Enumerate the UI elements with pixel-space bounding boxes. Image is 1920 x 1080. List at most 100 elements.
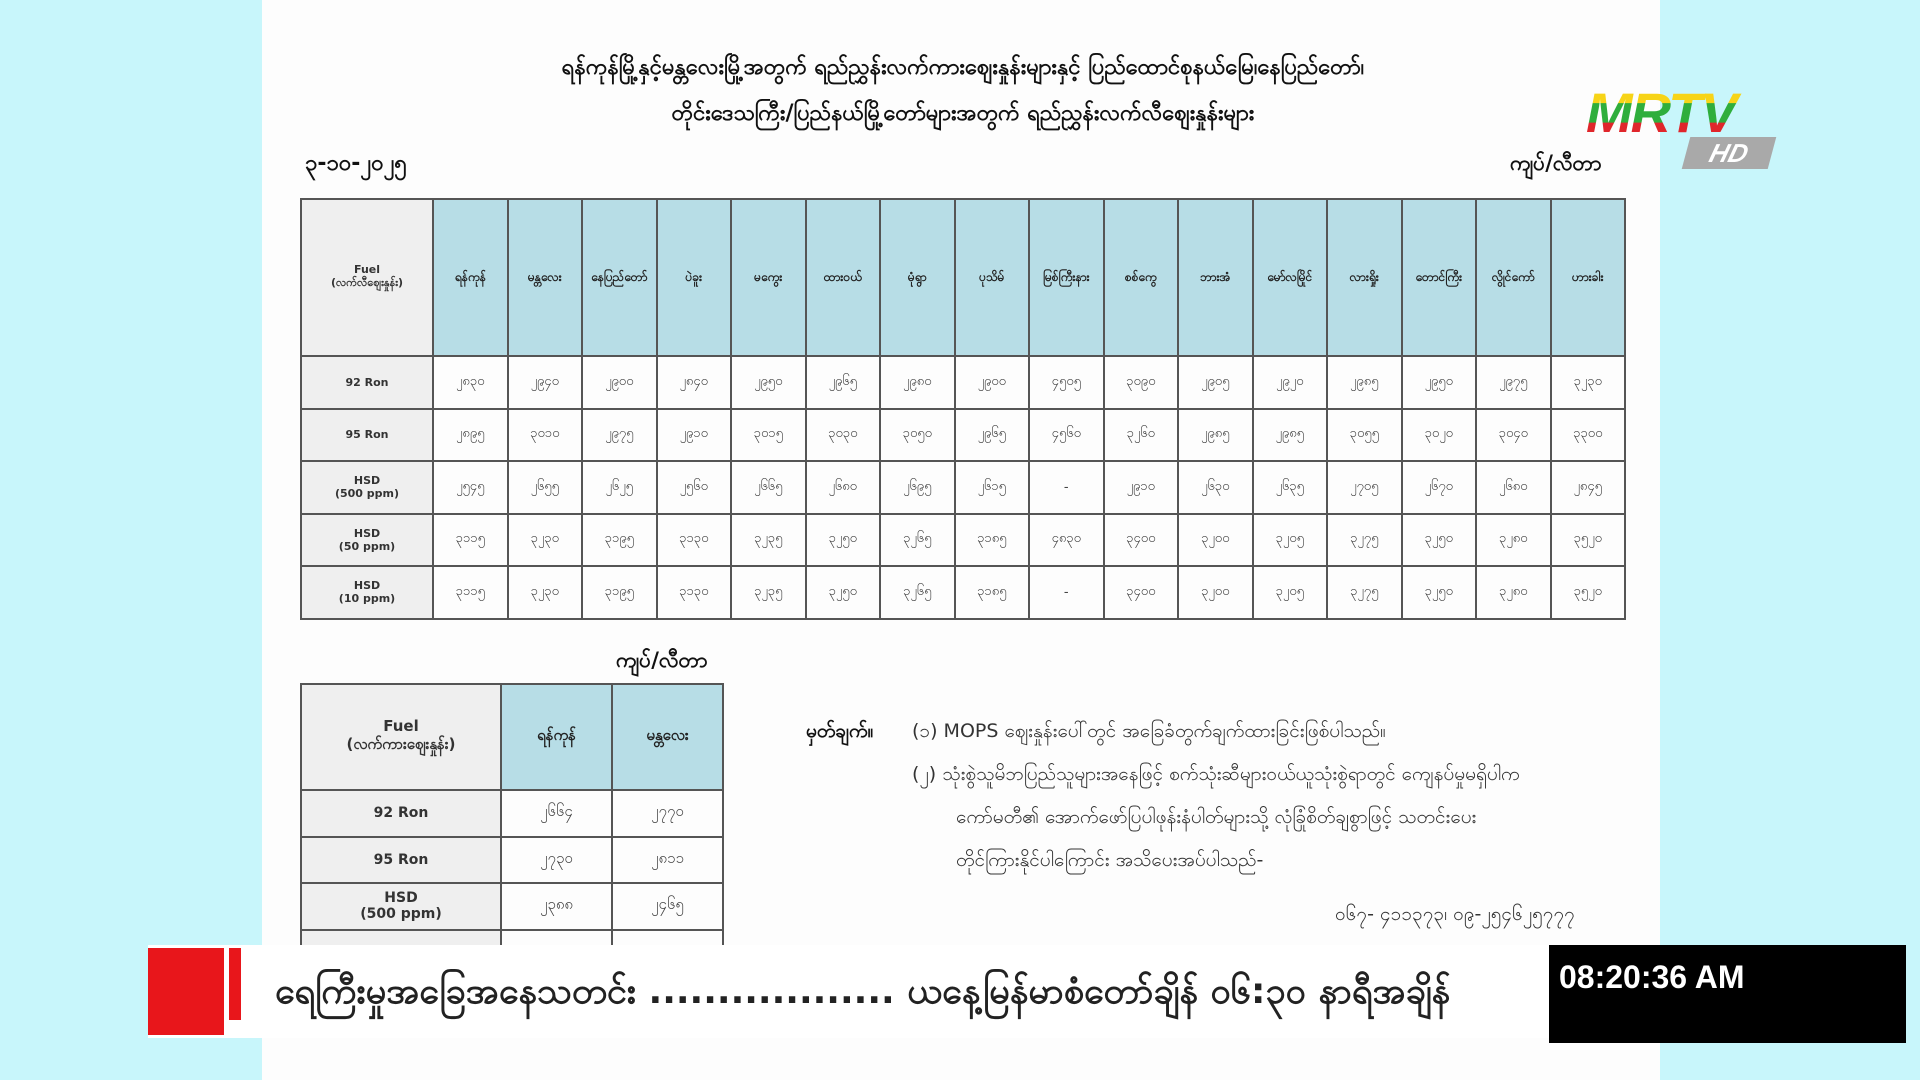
- price-cell: ၂၆၈၀: [804, 460, 881, 515]
- price-cell: ၃၂၆၅: [879, 512, 956, 567]
- ticker-text: ရေကြီးမှုအခြေအနေသတင်း ..................…: [275, 971, 1451, 1012]
- price-cell: ၂၃၈၈: [500, 882, 613, 931]
- column-header: မကွေး: [730, 198, 807, 357]
- fuel-label: HSD (50 ppm): [300, 512, 434, 567]
- price-cell: ၄၅၀၅: [1028, 355, 1105, 410]
- note-2-line-1: (၂) သုံးစွဲသူမိဘပြည်သူများအနေဖြင့် စက်သု…: [912, 763, 1520, 785]
- price-cell: ၂၉၈၅: [1251, 407, 1328, 462]
- price-cell: ၃၁၁၅: [432, 565, 509, 620]
- column-header: ပုသိမ်: [953, 198, 1030, 357]
- notes: မှတ်ချက်။ (၁) MOPS ဈေးနှုန်းပေါ်တွင် အခြေ…: [806, 710, 1626, 882]
- column-header: မုံရွာ: [879, 198, 956, 357]
- price-cell: ၃၁၈၅: [953, 512, 1030, 567]
- price-cell: ၃၀၂၀: [1400, 407, 1477, 462]
- price-cell: ၃၁၉၅: [581, 565, 658, 620]
- price-cell: ၃၂၅၀: [804, 565, 881, 620]
- price-cell: ၂၉၁၀: [655, 407, 732, 462]
- price-cell: ၂၆၃၅: [1251, 460, 1328, 515]
- price-cell: ၃၂၅၀: [1400, 565, 1477, 620]
- price-cell: ၃၂၅၀: [804, 512, 881, 567]
- price-cell: ၃၂၆၅: [879, 565, 956, 620]
- notes-label: မှတ်ချက်။: [806, 720, 874, 742]
- price-cell: ၂၉၀၅: [1177, 355, 1254, 410]
- price-cell: ၂၉၈၀: [879, 355, 956, 410]
- price-cell: ၂၉၇၅: [581, 407, 658, 462]
- wholesale-price-table: Fuel (လက်ကားဈေးနှုန်း) ရန်ကုန် မန္တလေး 92 Ro…: [300, 683, 724, 977]
- price-cell: ၂၇၃၀: [500, 835, 613, 884]
- table-row: 95 Ron ၂၇၃၀ ၂၈၁၁: [300, 835, 724, 884]
- retail-price-table: Fuel (လက်လီဈေးနှုန်း) ရန်ကုန် မန္တလေး နေပြည်…: [300, 198, 1626, 620]
- hd-badge: HD: [1681, 137, 1777, 169]
- price-cell: ၃၂၃၀: [506, 512, 583, 567]
- table-row: 92 Ron ၂၈၃၀ ၂၉၄၀ ၂၉၀၀ ၂၈၄၀ ၂၉၅၀ ၂၉၆၅ ၂၉၈၀ ၂၉၀၀ ၄၅…: [300, 355, 1626, 410]
- column-header: မန္တလေး: [506, 198, 583, 357]
- column-header: ဟားခါး: [1549, 198, 1626, 357]
- fuel-label: HSD (500 ppm): [300, 882, 502, 931]
- table-row: HSD (50 ppm) ၃၁၁၅ ၃၂၃၀ ၃၁၉၅ ၃၁၃၀ ၃၂၃၅ ၃၂၅၀ ၃၂၆၅၃…: [300, 512, 1626, 567]
- column-header: ဘားအံ: [1177, 198, 1254, 357]
- fuel-label: 95 Ron: [300, 835, 502, 884]
- price-cell: ၂၉၆၅: [953, 407, 1030, 462]
- price-cell: ၃၁၃၀: [655, 512, 732, 567]
- price-cell: ၄၈၃၀: [1028, 512, 1105, 567]
- clock-box: 08:20:36 AM: [1549, 945, 1906, 1043]
- price-cell: ၃၀၁၅: [730, 407, 807, 462]
- price-cell: ၂၉၅၀: [1400, 355, 1477, 410]
- column-header: မန္တလေး: [611, 683, 724, 791]
- table-row: HSD (500 ppm) ၂၃၈၈ ၂၄၆၅: [300, 882, 724, 931]
- price-cell: ၃၂၀၅: [1251, 512, 1328, 567]
- column-header: နေပြည်တော်: [581, 198, 658, 357]
- price-cell: ၃၀၃၀: [804, 407, 881, 462]
- price-cell: ၂၈၄၀: [655, 355, 732, 410]
- column-header: လွိုင်ကော်: [1475, 198, 1552, 357]
- wholesale-unit-label: ကျပ်/လီတာ: [616, 648, 708, 672]
- price-cell: ၃၁၃၀: [655, 565, 732, 620]
- price-cell: ၂၈၉၅: [432, 407, 509, 462]
- date: ၃-၁၀-၂၀၂၅: [305, 151, 407, 176]
- price-cell: ၃၂၈၀: [1475, 565, 1552, 620]
- price-cell: ၃၂၀၀: [1177, 565, 1254, 620]
- price-cell: ၃၄၀၀: [1102, 512, 1179, 567]
- price-cell: ၂၆၉၅: [879, 460, 956, 515]
- price-cell: ၃၄၀၀: [1102, 565, 1179, 620]
- price-cell: ၃၁၁၅: [432, 512, 509, 567]
- clock-time: 08:20:36 AM: [1559, 959, 1745, 995]
- column-header: လားရှိုး: [1326, 198, 1403, 357]
- price-cell: ၃၀၉၀: [1102, 355, 1179, 410]
- price-cell: ၂၈၁၁: [611, 835, 724, 884]
- phone-numbers: ၀၆၇- ၄၁၁၃၇၃၊ ၀၉-၂၅၄၆၂၅၇၇၇: [1335, 903, 1575, 925]
- price-cell: ၃၂၀၅: [1251, 565, 1328, 620]
- price-cell: ၂၆၈၀: [1475, 460, 1552, 515]
- price-cell: ၂၈၄၅: [1549, 460, 1626, 515]
- price-cell: ၃၂၆၀: [1102, 407, 1179, 462]
- fuel-label: HSD (500 ppm): [300, 460, 434, 515]
- price-cell: ၃၂၃၀: [1549, 355, 1626, 410]
- price-cell: ၂၉၂၀: [1251, 355, 1328, 410]
- mrtv-logo: MRTV HD: [1586, 80, 1786, 175]
- column-header: ရန်ကုန်: [500, 683, 613, 791]
- note-2-line-2: ကော်မတီ၏ အောက်ဖော်ပြပါဖုန်းနံပါတ်များသို…: [956, 806, 1477, 828]
- price-cell: ၂၄၆၅: [611, 882, 724, 931]
- title-line-2: တိုင်းဒေသကြီး/ပြည်နယ်မြို့တော်များအတွက် …: [671, 101, 1255, 126]
- price-cell: ၃၀၅၅: [1326, 407, 1403, 462]
- table-row: HSD (500 ppm) ၂၅၄၅ ၂၆၅၅ ၂၆၂၅ ၂၅၆၀ ၂၆၆၅ ၂၆၈၀ ၂၆၉၅…: [300, 460, 1626, 515]
- price-cell: ၃၁၈၅: [953, 565, 1030, 620]
- price-cell: ၃၂၀၀: [1177, 512, 1254, 567]
- column-header: ထားဝယ်: [804, 198, 881, 357]
- price-cell: ၃၂၃၅: [730, 565, 807, 620]
- price-cell: ၃၂၇၅: [1326, 512, 1403, 567]
- fuel-header: Fuel (လက်လီဈေးနှုန်း): [300, 198, 434, 357]
- price-cell: ၂၆၁၅: [953, 460, 1030, 515]
- table-row: HSD (10 ppm) ၃၁၁၅ ၃၂၃၀ ၃၁၉၅ ၃၁၃၀ ၃၂၃၅ ၃၂၅၀ ၃၂၆၅၃…: [300, 565, 1626, 620]
- note-1: (၁) MOPS ဈေးနှုန်းပေါ်တွင် အခြေခံတွက်ချက…: [912, 720, 1386, 742]
- column-header: တောင်ကြီး: [1400, 198, 1477, 357]
- price-cell: ၃၀၅၀: [879, 407, 956, 462]
- note-2-line-3: တိုင်ကြားနိုင်ပါကြောင်း အသိပေးအပ်ပါသည်-: [956, 849, 1264, 871]
- price-cell: ၂၅၄၅: [432, 460, 509, 515]
- fuel-label: 92 Ron: [300, 355, 434, 410]
- price-cell: ၃၅၂၀: [1549, 565, 1626, 620]
- fuel-header: Fuel (လက်ကားဈေးနှုန်း): [300, 683, 502, 791]
- price-cell: ၂၉၆၅: [804, 355, 881, 410]
- price-cell: ၂၆၆၄: [500, 789, 613, 838]
- price-cell: ၂၉၈၅: [1177, 407, 1254, 462]
